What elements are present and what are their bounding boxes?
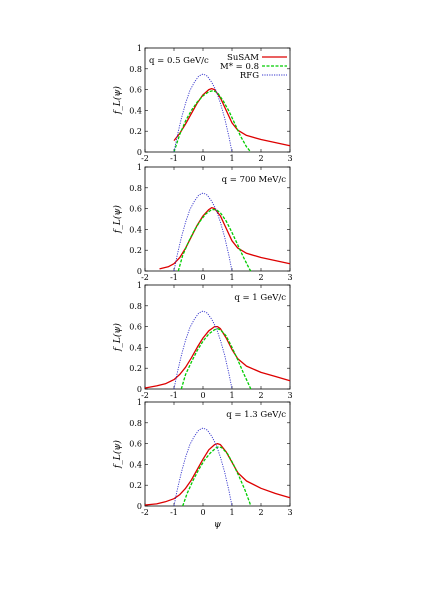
y-tick-label: 0.4: [129, 460, 142, 469]
plot-frame: [144, 401, 291, 507]
y-axis-label: f_L(ψ): [112, 440, 123, 469]
y-tick-label: 0.2: [129, 364, 142, 373]
legend-label: M* = 0.8: [220, 62, 259, 72]
x-tick-label: -2: [141, 391, 149, 400]
x-axis-label: ψ: [214, 520, 222, 530]
y-tick-label: 0.6: [129, 440, 142, 449]
chart-panel-2: -2 -1 0 1 2 3 0 0.2 0.4 0.6 0.8 1 f_L(ψ) q = 700 MeV/…: [112, 163, 293, 282]
y-tick-label: 0.4: [129, 343, 142, 352]
y-tick-label: 0.4: [129, 106, 142, 115]
series-line-rfg: [173, 310, 233, 390]
x-tick-label: 2: [258, 273, 263, 282]
x-tick-label: -1: [170, 391, 178, 400]
plot-frame: [144, 284, 291, 390]
y-axis-label: f_L(ψ): [112, 86, 123, 115]
chart-panel-4: -2 -1 0 1 2 3 0 0.2 0.4 0.6 0.8 1 f_L(ψ) ψ q = 1.3 GeV…: [112, 398, 293, 530]
series-line-susam: [173, 87, 291, 147]
y-tick-label: 0.8: [129, 419, 142, 428]
x-tick-label: 3: [287, 154, 292, 163]
x-tick-label: 1: [229, 391, 234, 400]
series-line-susam: [159, 206, 291, 270]
series-line-m-0-8: [177, 208, 252, 272]
series-line-m-0-8: [180, 328, 252, 390]
x-tick-label: 1: [229, 273, 234, 282]
y-tick-label: 0.2: [129, 481, 142, 490]
plot-frame: [144, 47, 291, 153]
x-tick-label: 0: [200, 154, 205, 163]
x-tick-label: 3: [287, 508, 292, 517]
series-line-m-0-8: [182, 446, 252, 507]
series-line-susam: [144, 442, 291, 506]
series-line-rfg: [173, 73, 233, 153]
x-tick-label: -1: [170, 154, 178, 163]
y-tick-label: 0: [137, 502, 142, 511]
x-tick-label: -1: [170, 508, 178, 517]
panel-annotation: q = 0.5 GeV/c: [149, 56, 209, 66]
y-tick-label: 0: [137, 267, 142, 276]
y-tick-label: 1: [137, 398, 142, 407]
x-tick-label: 0: [200, 273, 205, 282]
x-tick-label: 3: [287, 391, 292, 400]
legend-label: SuSAM: [227, 53, 259, 63]
y-tick-label: 0.2: [129, 246, 142, 255]
y-tick-label: 0: [137, 148, 142, 157]
panel-annotation: q = 1 GeV/c: [234, 293, 286, 303]
y-axis-label: f_L(ψ): [112, 205, 123, 234]
y-tick-label: 1: [137, 281, 142, 290]
panel-annotation: q = 700 MeV/c: [222, 175, 287, 185]
y-tick-label: 0.8: [129, 65, 142, 74]
x-tick-label: 0: [200, 508, 205, 517]
y-tick-label: 0.6: [129, 323, 142, 332]
series-line-m-0-8: [173, 89, 252, 153]
chart-panel-1: -2 -1 0 1 2 3 0 0.2 0.4 0.6 0.8 1 f_L(ψ) q = 0.5 GeV/…: [112, 44, 293, 163]
series-line-susam: [144, 325, 291, 389]
y-tick-label: 0.4: [129, 225, 142, 234]
x-tick-label: -2: [141, 508, 149, 517]
series-line-rfg: [173, 427, 233, 507]
y-tick-label: 0.6: [129, 86, 142, 95]
y-tick-label: 0.8: [129, 184, 142, 193]
x-tick-label: 1: [229, 154, 234, 163]
y-tick-label: 0.6: [129, 205, 142, 214]
chart-panel-3: -2 -1 0 1 2 3 0 0.2 0.4 0.6 0.8 1 f_L(ψ) q = 1 GeV/c: [112, 281, 293, 400]
x-tick-label: 2: [258, 508, 263, 517]
x-tick-label: -1: [170, 273, 178, 282]
x-tick-label: 2: [258, 154, 263, 163]
y-tick-label: 1: [137, 163, 142, 172]
panel-annotation: q = 1.3 GeV/c: [226, 410, 286, 420]
y-axis-label: f_L(ψ): [112, 323, 123, 352]
y-tick-label: 0.2: [129, 127, 142, 136]
x-tick-label: 2: [258, 391, 263, 400]
legend-label: RFG: [240, 71, 259, 81]
y-tick-label: 0.8: [129, 302, 142, 311]
x-tick-label: 1: [229, 508, 234, 517]
series-line-rfg: [173, 192, 233, 272]
plot-frame: [144, 166, 291, 272]
x-tick-label: 0: [200, 391, 205, 400]
x-tick-label: 3: [287, 273, 292, 282]
y-tick-label: 0: [137, 385, 142, 394]
x-tick-label: -2: [141, 273, 149, 282]
y-tick-label: 1: [137, 44, 142, 53]
x-tick-label: -2: [141, 154, 149, 163]
